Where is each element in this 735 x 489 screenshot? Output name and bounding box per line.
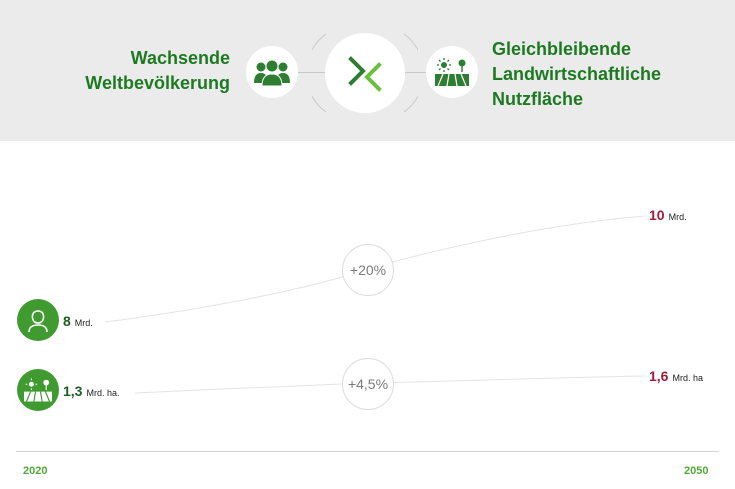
row2-farmland-icon bbox=[17, 369, 59, 411]
row1-end-number: 10 bbox=[649, 207, 665, 223]
row2-end-number: 1,6 bbox=[649, 368, 669, 384]
converging-arrows-icon bbox=[325, 33, 405, 113]
row1-end-value: 10 Mrd. bbox=[649, 207, 687, 223]
row1-person-icon bbox=[17, 299, 59, 341]
connector-line-left bbox=[298, 72, 325, 73]
center-arcs bbox=[312, 33, 418, 113]
row1-end-unit: Mrd. bbox=[668, 212, 687, 222]
right-title-line2: Landwirtschaftliche bbox=[492, 64, 662, 84]
row1-change-label: +20% bbox=[349, 262, 387, 278]
left-title-line1: Wachsende bbox=[130, 48, 230, 68]
left-title: Wachsende Weltbevölkerung bbox=[85, 46, 230, 96]
right-title-line3: Nutzfläche bbox=[492, 89, 584, 109]
row2-start-number: 1,3 bbox=[63, 383, 83, 399]
right-title-line1: Gleichbleibende bbox=[492, 39, 632, 59]
left-title-line2: Weltbevölkerung bbox=[85, 73, 230, 93]
timeline-axis bbox=[16, 451, 719, 452]
row2-end-value: 1,6 Mrd. ha bbox=[649, 368, 703, 384]
right-title: Gleichbleibende Landwirtschaftliche Nutz… bbox=[492, 37, 661, 112]
row2-end-unit: Mrd. ha bbox=[672, 373, 703, 383]
row1-change-bubble: +20% bbox=[342, 244, 394, 296]
row2-start-unit: Mrd. ha. bbox=[86, 388, 120, 398]
row2-change-bubble: +4,5% bbox=[342, 358, 394, 410]
row2-change-label: +4,5% bbox=[347, 376, 389, 392]
people-group-icon bbox=[246, 46, 298, 98]
row1-start-number: 8 bbox=[63, 313, 71, 329]
row1-start-value: 8 Mrd. bbox=[63, 313, 93, 329]
end-year: 2050 bbox=[684, 465, 709, 477]
connector-line-right bbox=[405, 72, 427, 73]
row1-start-unit: Mrd. bbox=[74, 318, 93, 328]
start-year: 2020 bbox=[23, 465, 48, 477]
row2-start-value: 1,3 Mrd. ha. bbox=[63, 383, 119, 399]
farmland-icon bbox=[426, 46, 478, 98]
